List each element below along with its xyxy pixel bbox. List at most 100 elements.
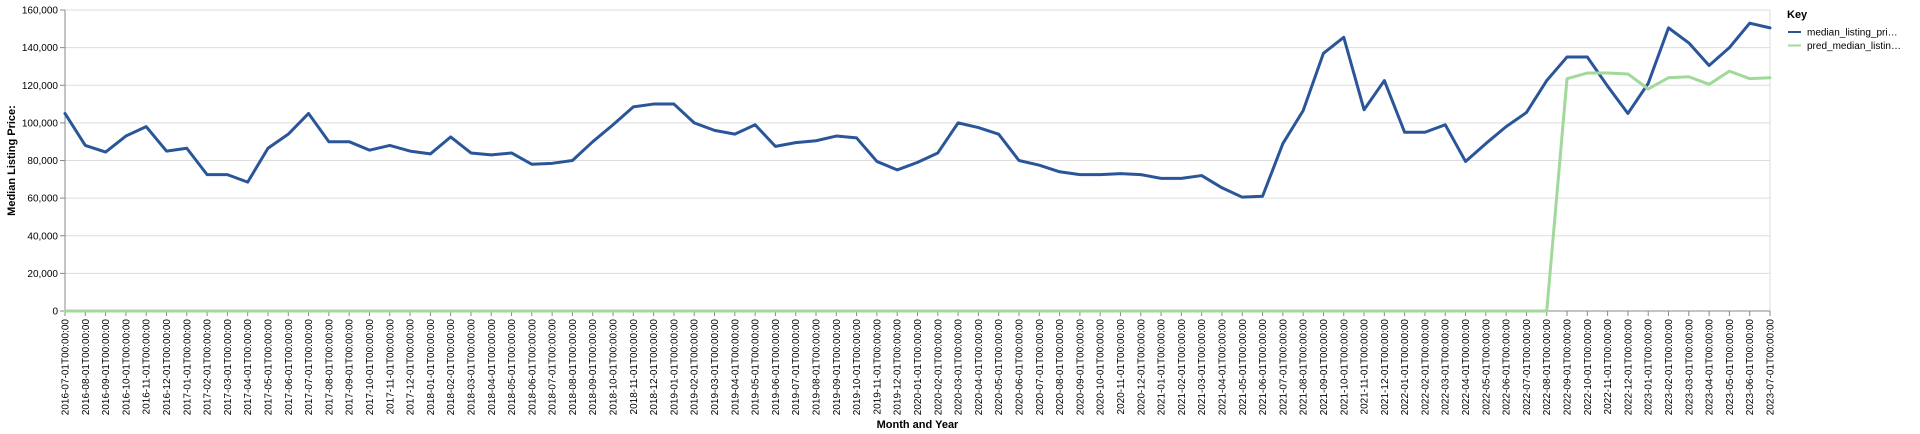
x-tick-label: 2016-11-01T00:00:00 (142, 319, 153, 415)
data-point (490, 310, 493, 313)
data-point (1505, 310, 1508, 313)
x-tick-label: 2019-08-01T00:00:00 (812, 319, 823, 416)
data-point (1342, 310, 1345, 313)
data-point (530, 163, 533, 166)
data-point (632, 105, 635, 108)
data-point (693, 121, 696, 124)
data-point (713, 129, 716, 132)
y-tick-label: 20,000 (27, 269, 58, 280)
x-tick-label: 2020-05-01T00:00:00 (994, 319, 1005, 416)
data-point (510, 151, 513, 154)
data-point (1281, 142, 1284, 145)
data-point (246, 181, 249, 184)
data-point (490, 153, 493, 156)
x-tick-label: 2017-08-01T00:00:00 (324, 319, 335, 416)
data-point (1119, 172, 1122, 175)
data-point (1119, 310, 1122, 313)
data-point (510, 310, 513, 313)
data-point (591, 310, 594, 313)
data-point (1078, 173, 1081, 176)
data-point (754, 123, 757, 126)
x-tick-label: 2021-01-01T00:00:00 (1157, 319, 1168, 416)
data-point (124, 310, 127, 313)
data-point (1545, 310, 1548, 313)
data-point (713, 310, 716, 313)
data-point (226, 173, 229, 176)
data-point (469, 151, 472, 154)
data-point (1708, 83, 1711, 86)
data-point (165, 150, 168, 153)
x-tick-label: 2022-03-01T00:00:00 (1441, 319, 1452, 416)
x-tick-label: 2017-07-01T00:00:00 (304, 319, 315, 416)
x-tick-label: 2023-04-01T00:00:00 (1705, 319, 1716, 416)
x-tick-label: 2022-08-01T00:00:00 (1542, 319, 1553, 416)
data-point (1728, 46, 1731, 49)
data-point (409, 150, 412, 153)
x-tick-label: 2021-10-01T00:00:00 (1339, 319, 1350, 416)
data-point (1403, 131, 1406, 134)
x-axis: 2016-07-01T00:00:00 2016-08-01T00:00:00 20… (61, 310, 1777, 416)
y-tick-label: 80,000 (27, 156, 58, 167)
data-point (1139, 173, 1142, 176)
data-point (855, 310, 858, 313)
data-point (612, 310, 615, 313)
data-point (368, 310, 371, 313)
chart-legend[interactable]: Key median_listing_pri… pred_median_listi… (1787, 9, 1901, 52)
x-tick-label: 2022-02-01T00:00:00 (1420, 319, 1431, 416)
y-axis: 0 20,000 40,000 60,000 80,000 100,000 120,000 1… (22, 6, 66, 318)
data-point (1606, 85, 1609, 88)
x-tick-label: 2021-11-01T00:00:00 (1360, 319, 1371, 415)
data-point (1038, 310, 1041, 313)
x-tick-label: 2019-05-01T00:00:00 (751, 319, 762, 416)
x-tick-label: 2016-10-01T00:00:00 (121, 319, 132, 416)
x-tick-label: 2019-03-01T00:00:00 (710, 319, 721, 416)
y-tick-label: 100,000 (22, 118, 59, 129)
data-point (1241, 310, 1244, 313)
data-point (84, 310, 87, 313)
x-tick-label: 2019-02-01T00:00:00 (690, 319, 701, 416)
data-point (774, 310, 777, 313)
x-tick-label: 2017-03-01T00:00:00 (223, 319, 234, 416)
x-tick-label: 2018-03-01T00:00:00 (466, 319, 477, 416)
x-tick-label: 2021-08-01T00:00:00 (1299, 319, 1310, 416)
legend-title: Key (1787, 9, 1808, 21)
data-point (632, 310, 635, 313)
x-tick-label: 2021-06-01T00:00:00 (1258, 319, 1269, 416)
x-tick-label: 2023-05-01T00:00:00 (1725, 319, 1736, 416)
data-point (1687, 41, 1690, 44)
data-point (1525, 111, 1528, 114)
data-point (124, 135, 127, 138)
data-point (1363, 108, 1366, 111)
x-tick-label: 2017-11-01T00:00:00 (385, 319, 396, 415)
data-point (1363, 310, 1366, 313)
x-tick-label: 2019-11-01T00:00:00 (872, 319, 883, 415)
y-tick-label: 160,000 (22, 6, 59, 17)
x-tick-label: 2023-06-01T00:00:00 (1745, 319, 1756, 416)
x-tick-label: 2020-12-01T00:00:00 (1136, 319, 1147, 416)
data-point (835, 310, 838, 313)
data-point (1423, 310, 1426, 313)
data-point (1099, 310, 1102, 313)
x-tick-label: 2017-05-01T00:00:00 (263, 319, 274, 416)
data-point (1626, 72, 1629, 75)
x-tick-label: 2018-07-01T00:00:00 (548, 319, 559, 416)
x-tick-label: 2020-10-01T00:00:00 (1096, 319, 1107, 416)
y-tick-label: 40,000 (27, 231, 58, 242)
x-tick-label: 2022-09-01T00:00:00 (1563, 319, 1574, 416)
data-point (997, 133, 1000, 136)
data-point (1444, 123, 1447, 126)
x-tick-label: 2020-08-01T00:00:00 (1055, 319, 1066, 416)
data-point (1586, 56, 1589, 59)
data-point (957, 310, 960, 313)
data-point (1099, 173, 1102, 176)
data-point (64, 112, 67, 115)
data-point (571, 159, 574, 162)
x-tick-label: 2021-12-01T00:00:00 (1380, 319, 1391, 416)
x-tick-label: 2021-02-01T00:00:00 (1177, 319, 1188, 416)
data-point (327, 310, 330, 313)
x-tick-label: 2023-03-01T00:00:00 (1684, 319, 1695, 416)
data-point (936, 310, 939, 313)
data-point (266, 147, 269, 150)
x-tick-label: 2018-08-01T00:00:00 (568, 319, 579, 416)
data-point (1139, 310, 1142, 313)
